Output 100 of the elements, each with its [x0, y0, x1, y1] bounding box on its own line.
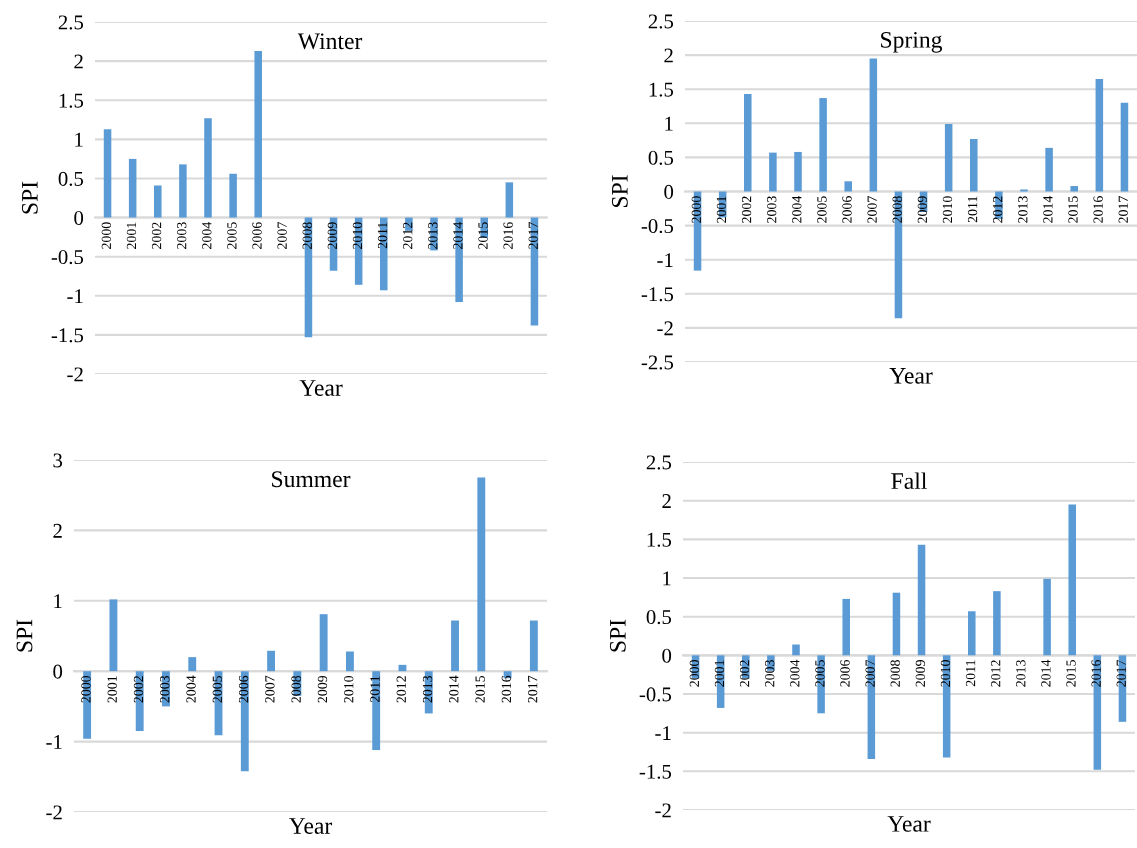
bar	[505, 182, 514, 218]
x-tick-label: 2015	[478, 222, 488, 249]
bar	[817, 655, 825, 714]
bar	[372, 671, 381, 751]
y-tick-label: 2	[53, 523, 62, 538]
x-tick-label: 2017	[528, 222, 538, 249]
chart-title: Fall	[891, 472, 927, 490]
x-tick-label: 2012	[402, 222, 413, 249]
x-tick-label: 2014	[449, 675, 459, 703]
y-tick-label: 0.5	[646, 610, 672, 625]
x-tick-label: 2010	[942, 196, 953, 223]
x-tick-label: 2013	[422, 675, 433, 703]
bar	[892, 592, 901, 656]
x-tick-label: 2012	[396, 676, 406, 703]
x-tick-label: 2015	[1068, 196, 1078, 223]
x-tick-label: 2006	[252, 222, 262, 249]
bar	[254, 50, 262, 218]
bar	[993, 591, 1001, 656]
y-tick-label: -1.5	[641, 287, 674, 302]
y-tick-label: -1	[657, 253, 673, 267]
x-tick-label: 2012	[990, 660, 1001, 687]
x-tick-label: 2016	[1091, 659, 1101, 687]
x-tick-label: 2002	[151, 222, 162, 249]
bar	[109, 599, 118, 672]
bar	[869, 58, 878, 192]
y-tick-label: 0.5	[648, 150, 674, 165]
x-tick-label: 2014	[453, 221, 463, 249]
x-tick-label: 2014	[1043, 195, 1053, 223]
y-tick-label: -2	[67, 367, 83, 382]
y-tick-label: 1	[75, 132, 83, 147]
x-tick-label: 2011	[967, 196, 978, 223]
x-tick-label: 2005	[227, 222, 237, 249]
y-tick-label: 1	[663, 571, 671, 586]
y-tick-label: -1	[46, 735, 62, 749]
x-tick-label: 2008	[291, 675, 301, 703]
x-tick-label: 2011	[370, 676, 380, 703]
x-tick-label: 2011	[965, 660, 976, 687]
x-tick-label: 2003	[160, 675, 170, 703]
y-axis-title: SPI	[611, 175, 628, 207]
x-tick-label: 2005	[212, 675, 222, 703]
y-tick-label: 2	[662, 494, 671, 508]
x-tick-label: 2003	[176, 222, 187, 249]
bar	[968, 611, 976, 656]
y-tick-label: 2.5	[646, 455, 672, 470]
x-axis-title: Year	[887, 816, 931, 832]
chart-title: Spring	[881, 31, 943, 53]
y-axis-title: SPI	[609, 619, 626, 652]
x-tick-label: 2017	[1116, 659, 1126, 687]
x-tick-label: 2011	[377, 222, 388, 249]
y-tick-label: 2	[74, 54, 83, 69]
bar	[1068, 504, 1076, 656]
x-tick-label: 2009	[915, 660, 926, 687]
x-tick-label: 2004	[792, 195, 802, 223]
x-tick-label: 2015	[1066, 660, 1076, 687]
x-tick-label: 2009	[317, 675, 328, 703]
bar	[179, 164, 187, 218]
y-tick-label: -0.5	[639, 687, 672, 702]
y-tick-label: 2.5	[648, 14, 674, 29]
y-tick-label: -0.5	[641, 218, 674, 234]
x-tick-label: 2016	[1093, 196, 1103, 223]
y-tick-label: 2	[664, 48, 673, 63]
x-tick-label: 2007	[265, 675, 275, 703]
x-tick-label: 2000	[691, 196, 702, 223]
x-tick-label: 2015	[475, 675, 485, 703]
y-tick-label: 3	[53, 453, 63, 468]
x-axis-title: Year	[889, 368, 933, 384]
x-tick-label: 2006	[842, 196, 852, 223]
y-tick-label: 0	[664, 184, 674, 199]
x-tick-label: 2001	[714, 660, 725, 687]
x-tick-label: 2016	[501, 675, 512, 703]
x-tick-label: 2003	[766, 196, 777, 223]
x-tick-label: 2013	[428, 222, 438, 249]
bar	[844, 181, 852, 192]
x-tick-label: 2001	[716, 196, 727, 223]
bar	[1020, 189, 1028, 192]
x-tick-label: 2010	[352, 222, 363, 249]
bar	[128, 158, 137, 218]
bar	[477, 477, 486, 672]
bar	[345, 651, 354, 672]
bar	[1095, 78, 1104, 192]
x-tick-label: 2010	[344, 675, 354, 703]
x-tick-label: 2004	[186, 675, 196, 703]
x-tick-label: 2000	[689, 660, 700, 687]
bar	[769, 152, 777, 192]
bar	[188, 657, 197, 672]
bar	[792, 644, 800, 656]
y-tick-label: 1	[54, 594, 62, 609]
x-tick-label: 2009	[327, 222, 338, 249]
x-tick-label: 2008	[302, 222, 312, 249]
x-tick-label: 2013	[1016, 660, 1026, 687]
y-tick-label: 1	[665, 116, 673, 131]
x-tick-label: 2008	[890, 660, 900, 687]
bar	[529, 620, 538, 672]
y-axis-title: SPI	[16, 619, 33, 652]
bar	[154, 185, 162, 218]
bar	[917, 544, 926, 656]
bar	[267, 650, 276, 672]
bar	[240, 671, 249, 772]
x-tick-label: 2012	[992, 196, 1003, 223]
x-axis-title: Year	[289, 818, 333, 834]
